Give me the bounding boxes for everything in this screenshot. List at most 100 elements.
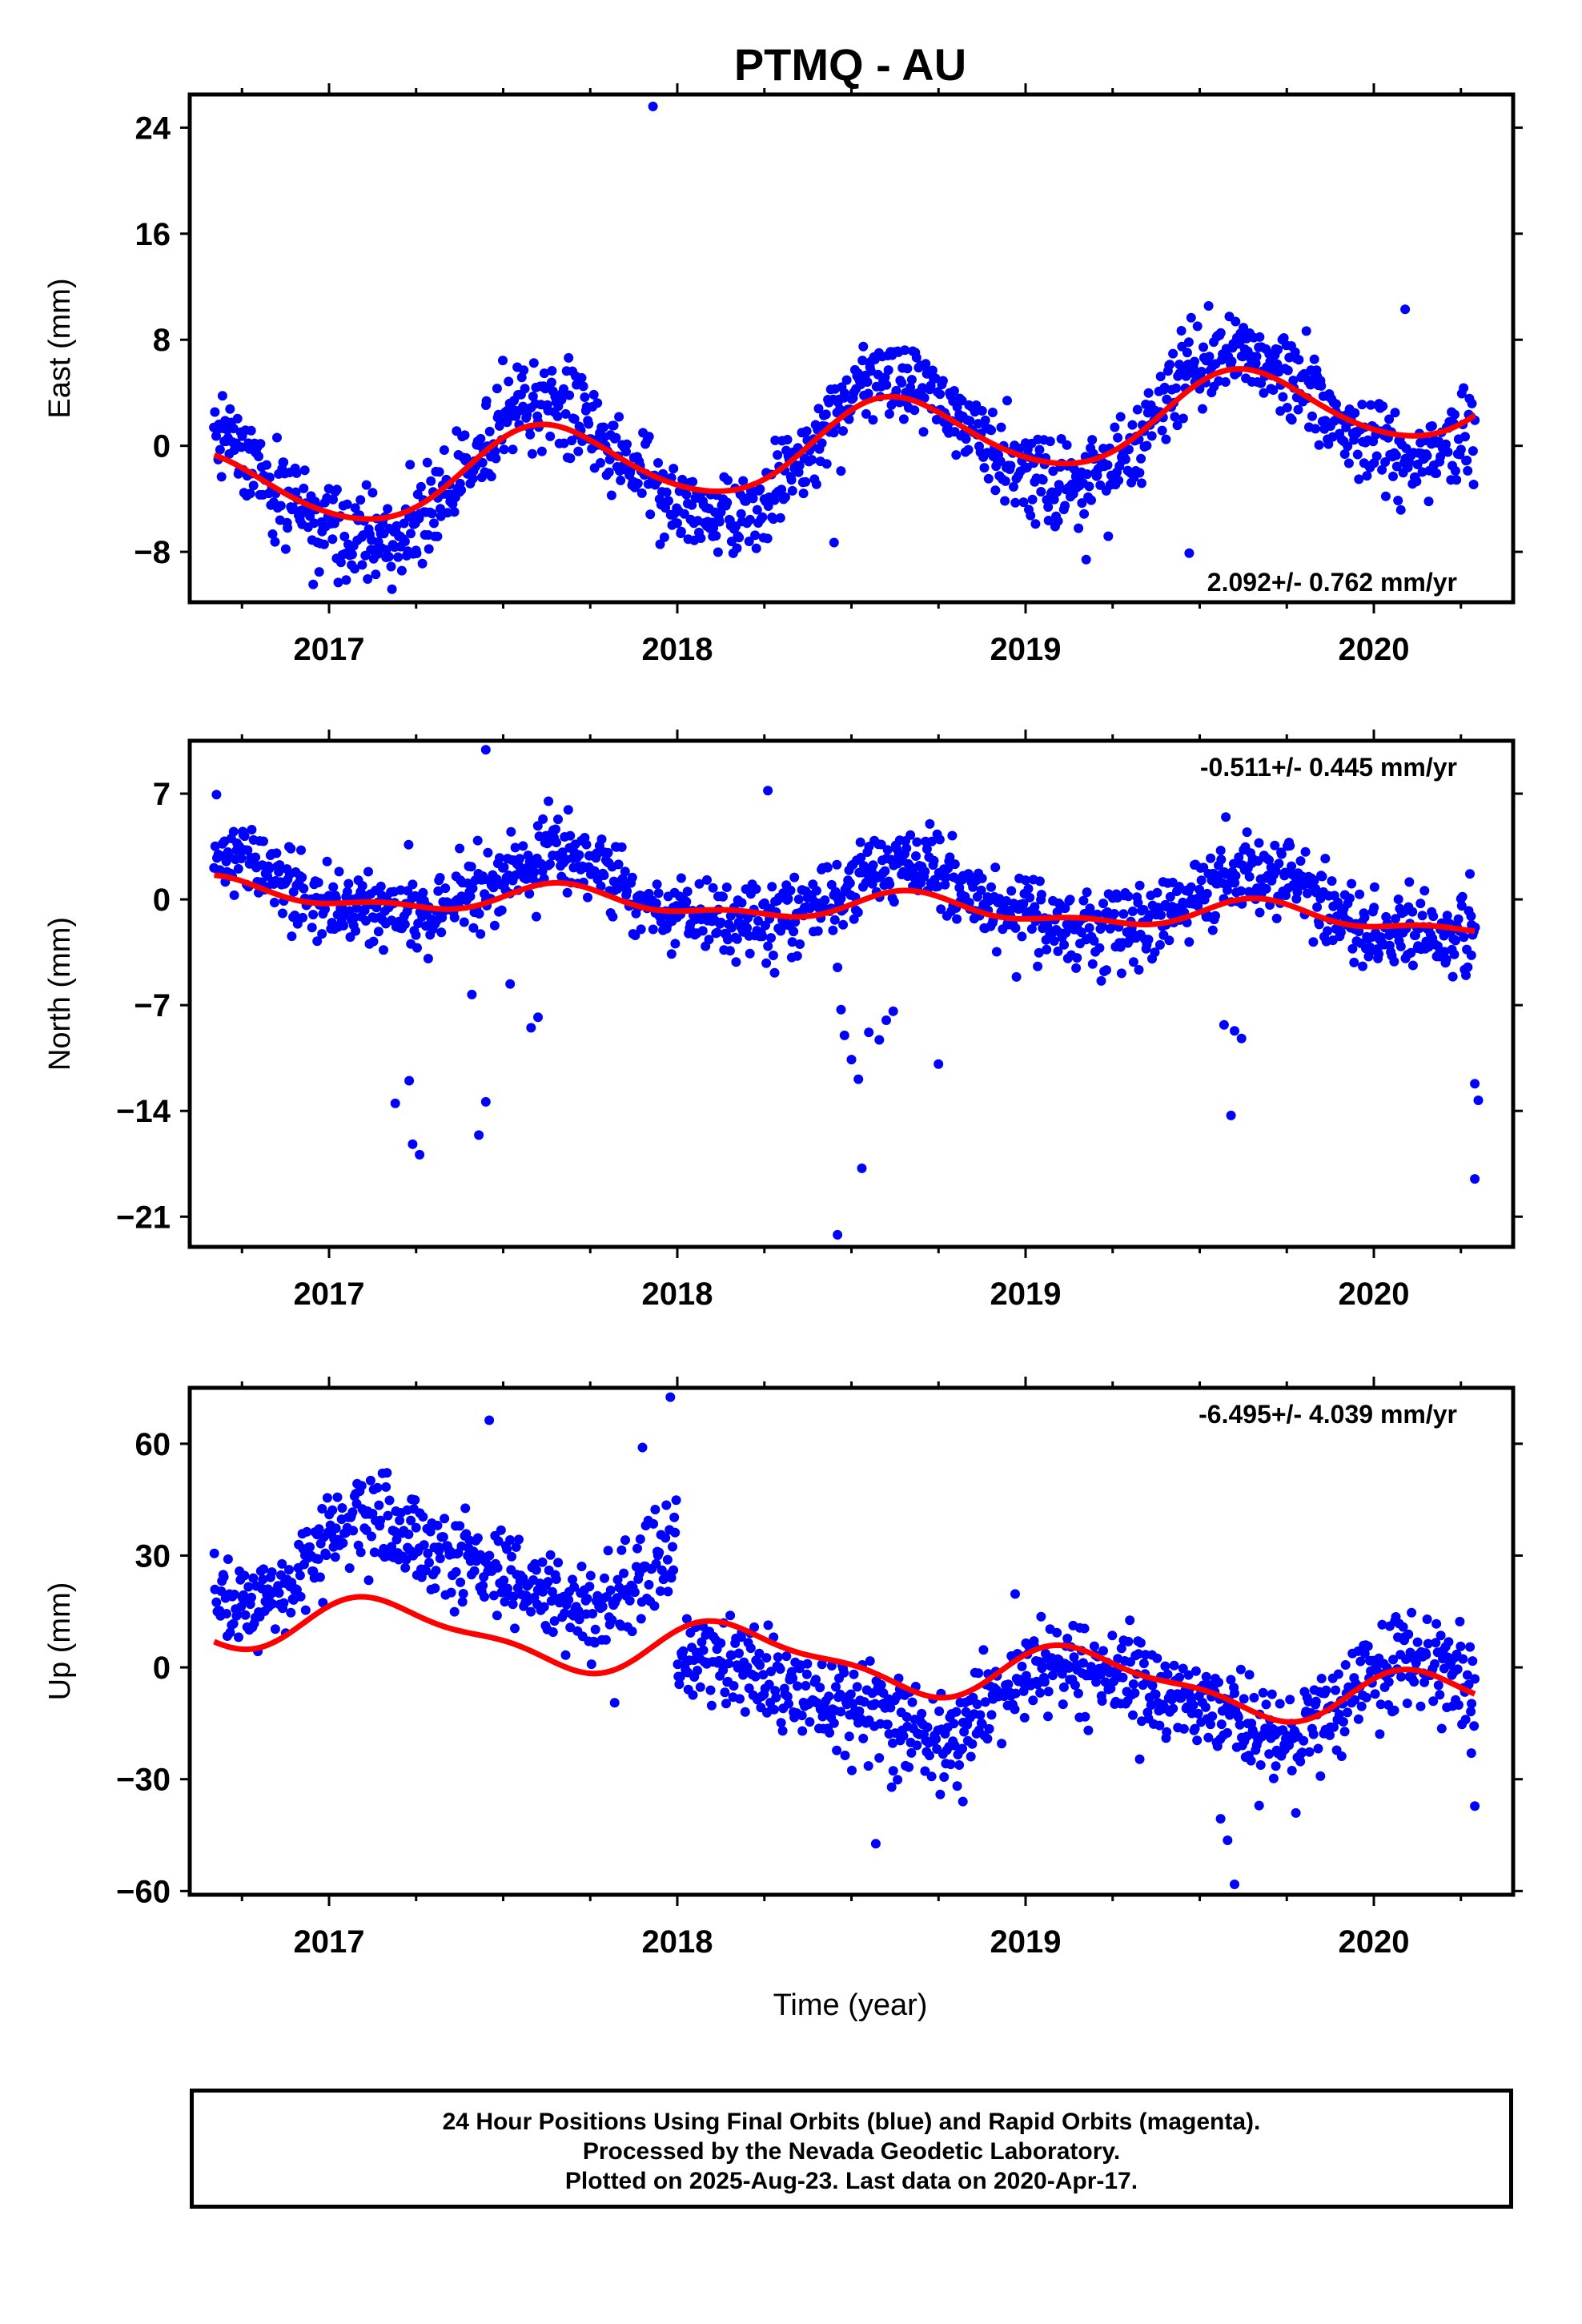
north-point (1271, 913, 1282, 923)
up-point (797, 1711, 807, 1721)
north-point (468, 923, 479, 933)
north-outlier-point (1230, 1026, 1239, 1036)
north-point (1133, 898, 1143, 908)
north-point (449, 912, 460, 923)
north-point (986, 882, 996, 892)
north-point (620, 866, 630, 877)
up-point (650, 1505, 661, 1514)
north-point (853, 907, 863, 918)
north-point (489, 920, 500, 931)
east-point (498, 356, 508, 366)
north-point (1323, 926, 1333, 936)
up-point (1383, 1677, 1394, 1687)
up-point (239, 1570, 250, 1581)
up-point (863, 1761, 873, 1771)
east-point (773, 450, 783, 460)
north-point (1244, 871, 1255, 882)
north-outlier-point (1470, 1174, 1480, 1184)
east-point (1018, 497, 1029, 508)
up-point (847, 1765, 857, 1775)
north-outlier-point (474, 1130, 484, 1140)
east-point (246, 425, 256, 436)
north-point (363, 866, 373, 877)
east-point (584, 419, 594, 429)
up-point (510, 1623, 520, 1634)
north-point (211, 790, 222, 800)
north-point (608, 911, 618, 922)
north-point (616, 842, 627, 852)
up-point (888, 1738, 897, 1748)
north-point (697, 926, 708, 936)
north-point (1150, 947, 1160, 958)
north-points (209, 745, 1484, 1240)
east-point (1362, 471, 1372, 481)
north-point (228, 826, 239, 837)
north-point (531, 911, 541, 922)
north-point (1428, 911, 1439, 922)
east-point (565, 453, 576, 464)
east-outlier-point (1400, 304, 1411, 315)
footer-line-3: Plotted on 2025-Aug-23. Last data on 202… (564, 2168, 1138, 2194)
east-point (432, 531, 443, 541)
north-point (307, 923, 317, 933)
up-point (931, 1734, 941, 1744)
up-point (1242, 1731, 1252, 1742)
up-point (1407, 1607, 1417, 1618)
up-point (1470, 1674, 1480, 1684)
east-point (262, 460, 271, 470)
up-point (286, 1607, 296, 1618)
east-point (291, 468, 302, 478)
north-point (1281, 891, 1291, 900)
up-point (457, 1597, 468, 1607)
up-point (1125, 1615, 1135, 1626)
north-point (911, 851, 921, 861)
east-point (1393, 496, 1403, 505)
y-tick-label: 24 (135, 111, 171, 146)
up-point (1359, 1649, 1370, 1659)
east-point (1288, 376, 1299, 386)
footer-line-2: Processed by the Nevada Geodetic Laborat… (582, 2138, 1121, 2165)
north-point (1206, 853, 1216, 863)
east-point (1102, 460, 1113, 470)
up-point (705, 1685, 716, 1695)
figure-title: PTMQ - AU (734, 39, 966, 90)
east-point (653, 458, 663, 468)
north-outlier-point (415, 1149, 425, 1160)
x-tick-label: 2020 (1339, 632, 1410, 667)
up-point (980, 1697, 990, 1707)
up-point (836, 1707, 846, 1717)
up-point (912, 1740, 922, 1751)
up-point (893, 1775, 903, 1785)
east-point (614, 412, 624, 422)
east-point (1190, 356, 1199, 367)
east-point (965, 416, 975, 426)
east-point (1316, 380, 1327, 391)
north-point (599, 870, 609, 880)
up-point (1363, 1641, 1373, 1651)
up-point (678, 1646, 689, 1656)
north-outlier-point (1219, 1019, 1229, 1030)
north-point (589, 866, 600, 876)
north-point (1089, 935, 1099, 946)
east-point (596, 458, 605, 468)
east-point (1036, 487, 1046, 497)
east-point (405, 460, 416, 470)
east-point (1354, 474, 1364, 485)
up-point (499, 1575, 509, 1586)
east-point (1459, 383, 1469, 393)
east-point (911, 352, 921, 363)
east-point (679, 509, 689, 519)
up-point (698, 1645, 709, 1655)
north-point (952, 914, 962, 924)
east-point (1045, 436, 1055, 447)
east-point (363, 574, 373, 584)
north-point (322, 856, 332, 866)
north-point (1333, 897, 1343, 907)
north-point (1453, 914, 1464, 924)
up-point (1464, 1679, 1474, 1690)
up-point (300, 1605, 311, 1615)
up-point (387, 1542, 397, 1552)
east-point (1157, 425, 1167, 436)
up-point (331, 1523, 341, 1534)
north-point (269, 898, 279, 907)
